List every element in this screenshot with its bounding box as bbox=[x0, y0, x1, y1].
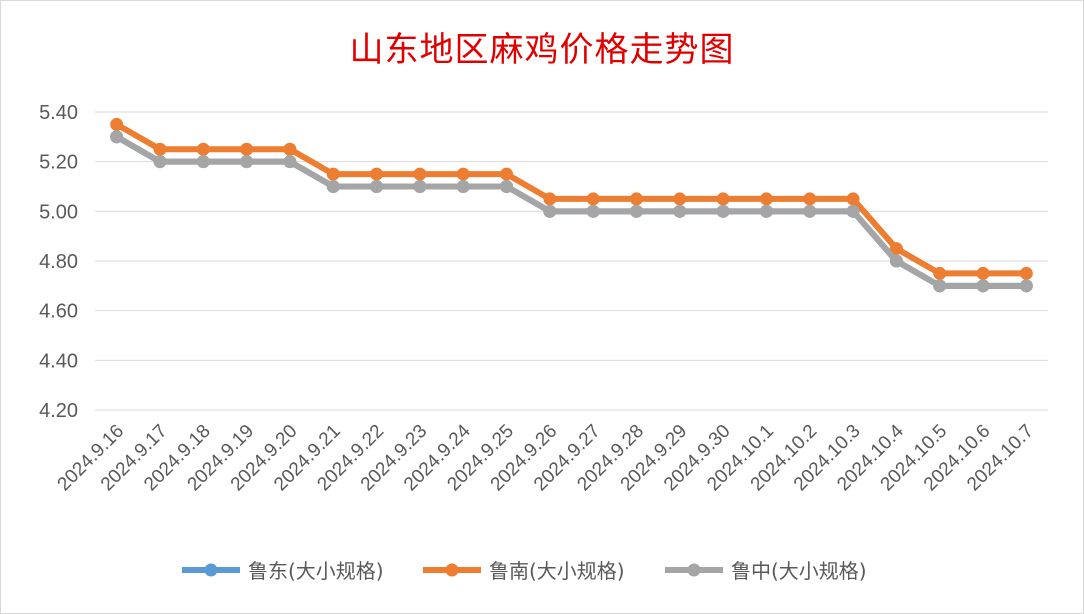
data-point bbox=[326, 167, 340, 181]
data-point bbox=[976, 279, 990, 293]
data-point bbox=[413, 167, 427, 181]
data-point bbox=[110, 130, 124, 144]
data-point bbox=[629, 204, 643, 218]
series-2 bbox=[110, 130, 1033, 293]
data-point bbox=[716, 192, 730, 206]
legend-label: 鲁东(大小规格) bbox=[248, 559, 384, 583]
data-point bbox=[803, 204, 817, 218]
data-point bbox=[456, 180, 470, 193]
legend-item-1: 鲁南(大小规格) bbox=[423, 559, 625, 583]
data-point bbox=[456, 167, 470, 181]
series-group bbox=[110, 117, 1033, 293]
data-point bbox=[846, 192, 860, 206]
data-point bbox=[153, 155, 167, 169]
data-point bbox=[933, 266, 947, 280]
data-point bbox=[889, 242, 903, 256]
data-point bbox=[976, 266, 990, 280]
gridlines bbox=[95, 111, 1048, 411]
data-point bbox=[543, 192, 557, 206]
data-point bbox=[196, 142, 210, 156]
legend-label: 鲁中(大小规格) bbox=[731, 559, 867, 583]
data-point bbox=[500, 167, 514, 181]
data-point bbox=[110, 117, 124, 131]
data-point bbox=[889, 254, 903, 268]
y-tick-label: 5.20 bbox=[39, 152, 78, 174]
data-point bbox=[933, 279, 947, 293]
y-axis-ticks: 4.20 4.40 4.60 4.80 5.00 5.20 5.40 bbox=[39, 102, 78, 422]
data-point bbox=[196, 155, 210, 169]
y-tick-label: 4.40 bbox=[39, 350, 78, 372]
legend-item-2: 鲁中(大小规格) bbox=[665, 559, 867, 583]
y-tick-label: 4.60 bbox=[39, 301, 78, 323]
series-line bbox=[115, 134, 1027, 289]
x-axis-ticks: 2024.9.162024.9.172024.9.182024.9.192024… bbox=[54, 420, 1038, 495]
data-point bbox=[543, 204, 557, 218]
data-point bbox=[1019, 266, 1033, 280]
data-point bbox=[283, 142, 297, 156]
legend-item-0: 鲁东(大小规格) bbox=[182, 559, 384, 583]
y-tick-label: 5.40 bbox=[39, 102, 78, 124]
data-point bbox=[803, 192, 817, 206]
data-point bbox=[716, 204, 730, 218]
data-point bbox=[586, 192, 600, 206]
data-point bbox=[586, 204, 600, 218]
data-point bbox=[673, 192, 687, 206]
data-point bbox=[846, 204, 860, 218]
data-point bbox=[1019, 279, 1033, 293]
data-point bbox=[240, 142, 254, 156]
legend: 鲁东(大小规格) 鲁南(大小规格) 鲁中(大小规格) bbox=[182, 559, 867, 583]
data-point bbox=[759, 192, 773, 206]
series-line bbox=[115, 121, 1027, 277]
data-point bbox=[370, 180, 384, 193]
legend-marker bbox=[204, 563, 218, 577]
data-point bbox=[370, 167, 384, 181]
legend-marker bbox=[445, 563, 459, 577]
legend-marker bbox=[687, 563, 701, 577]
data-point bbox=[326, 180, 340, 193]
data-point bbox=[629, 192, 643, 206]
data-point bbox=[673, 204, 687, 218]
y-tick-label: 4.80 bbox=[39, 251, 78, 273]
y-tick-label: 4.20 bbox=[39, 400, 78, 422]
series-1 bbox=[110, 117, 1033, 280]
y-tick-label: 5.00 bbox=[39, 201, 78, 223]
chart-title: 山东地区麻鸡价格走势图 bbox=[349, 30, 735, 70]
data-point bbox=[759, 204, 773, 218]
data-point bbox=[500, 180, 514, 193]
data-point bbox=[283, 155, 297, 169]
data-point bbox=[153, 142, 167, 156]
data-point bbox=[240, 155, 254, 169]
data-point bbox=[413, 180, 427, 193]
legend-label: 鲁南(大小规格) bbox=[489, 559, 625, 583]
